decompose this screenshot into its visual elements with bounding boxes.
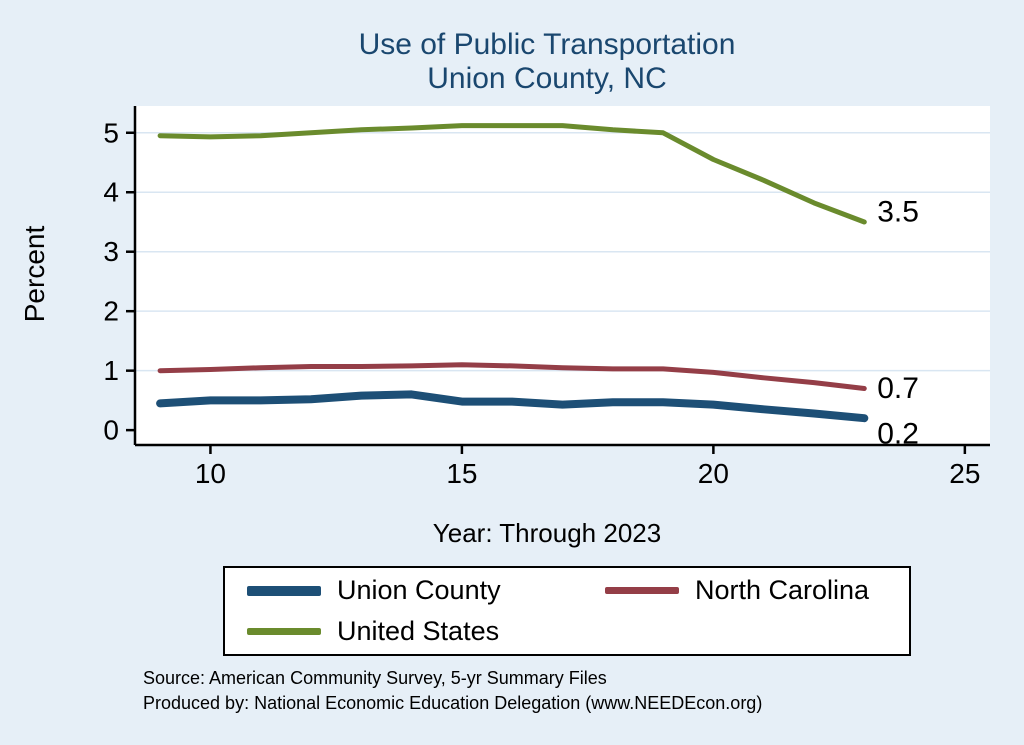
legend-item-north-carolina: North Carolina	[605, 575, 909, 606]
legend-item-united-states: United States	[247, 616, 605, 647]
svg-text:1: 1	[103, 355, 119, 386]
chart-title-line1: Use of Public Transportation	[358, 28, 736, 61]
svg-text:4: 4	[103, 177, 119, 208]
svg-text:20: 20	[698, 458, 729, 489]
svg-text:0: 0	[103, 415, 119, 446]
svg-text:25: 25	[949, 458, 980, 489]
svg-text:3.5: 3.5	[877, 195, 919, 228]
legend-item-union-county: Union County	[247, 575, 605, 606]
svg-text:0.7: 0.7	[877, 372, 919, 405]
svg-text:15: 15	[446, 458, 477, 489]
chart-title: Use of Public Transportation Union Count…	[102, 28, 992, 96]
x-axis-label: Year: Through 2023	[432, 518, 662, 548]
y-axis-label: Percent	[19, 225, 50, 323]
legend-label-union-county: Union County	[337, 575, 501, 605]
chart-title-line2: Union County, NC	[427, 62, 667, 95]
legend-label-north-carolina: North Carolina	[695, 575, 870, 605]
legend: Union County North Carolina United State…	[223, 566, 911, 656]
source-note: Source: American Community Survey, 5-yr …	[143, 666, 762, 716]
source-line: Source: American Community Survey, 5-yr …	[143, 668, 607, 688]
legend-label-united-states: United States	[337, 616, 500, 646]
produced-line: Produced by: National Economic Education…	[143, 693, 763, 713]
united-states-line-swatch	[247, 628, 321, 635]
svg-text:0.2: 0.2	[877, 418, 919, 451]
svg-text:10: 10	[195, 458, 226, 489]
north-carolina-line-swatch	[605, 587, 679, 594]
svg-text:3: 3	[103, 236, 119, 267]
svg-text:2: 2	[103, 296, 119, 327]
union-county-line-swatch	[247, 585, 321, 596]
svg-text:5: 5	[103, 117, 119, 148]
